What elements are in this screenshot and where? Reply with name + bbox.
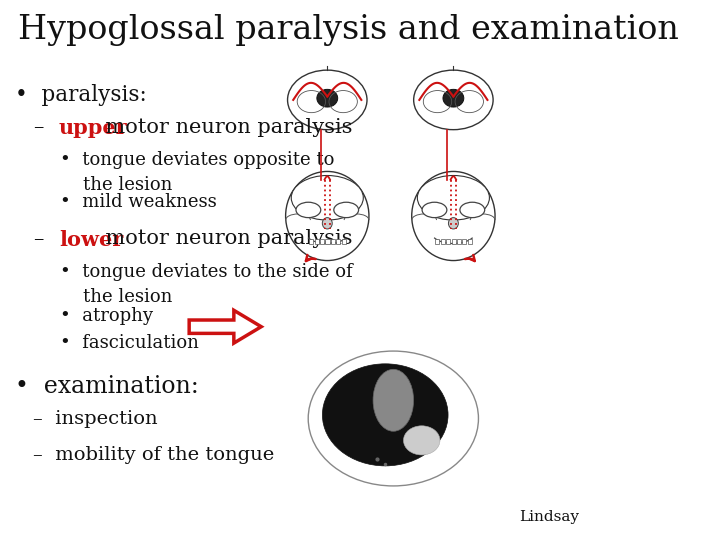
Ellipse shape: [286, 172, 369, 261]
Ellipse shape: [287, 70, 367, 130]
Bar: [325, 239, 330, 244]
Text: •  atrophy: • atrophy: [60, 307, 153, 325]
Ellipse shape: [414, 70, 493, 130]
Ellipse shape: [292, 176, 364, 220]
FancyArrow shape: [189, 310, 261, 343]
Ellipse shape: [443, 89, 464, 107]
Ellipse shape: [403, 426, 440, 455]
Ellipse shape: [317, 89, 338, 107]
Ellipse shape: [308, 351, 479, 486]
Text: motor neuron paralysis: motor neuron paralysis: [59, 118, 352, 137]
Bar: [320, 239, 324, 244]
Text: •  mild weakness: • mild weakness: [60, 193, 217, 211]
Ellipse shape: [422, 202, 447, 218]
Bar: [446, 239, 450, 244]
Text: Lindsay: Lindsay: [520, 510, 580, 524]
Ellipse shape: [323, 218, 332, 229]
Bar: [336, 239, 341, 244]
Ellipse shape: [460, 202, 485, 218]
Ellipse shape: [334, 202, 359, 218]
Text: motor neuron paralysis: motor neuron paralysis: [59, 230, 352, 248]
Bar: [342, 239, 346, 244]
Bar: [462, 239, 467, 244]
Bar: [315, 239, 319, 244]
Text: •  paralysis:: • paralysis:: [15, 84, 147, 106]
Ellipse shape: [373, 369, 413, 431]
Text: •  tongue deviates opposite to
    the lesion: • tongue deviates opposite to the lesion: [60, 151, 334, 194]
Bar: [451, 239, 456, 244]
Text: –  inspection: – inspection: [33, 410, 158, 428]
Text: Hypoglossal paralysis and examination: Hypoglossal paralysis and examination: [18, 14, 679, 45]
Ellipse shape: [412, 172, 495, 261]
Text: –: –: [33, 230, 43, 248]
Text: upper: upper: [59, 118, 127, 138]
Text: lower: lower: [59, 230, 123, 249]
Text: •  fasciculation: • fasciculation: [60, 334, 199, 352]
Bar: [331, 239, 335, 244]
Ellipse shape: [323, 364, 448, 466]
Bar: [310, 239, 313, 244]
Ellipse shape: [418, 176, 490, 220]
Text: •  examination:: • examination:: [15, 375, 199, 399]
Ellipse shape: [449, 218, 459, 229]
Bar: [441, 239, 445, 244]
Text: –  mobility of the tongue: – mobility of the tongue: [33, 446, 274, 463]
Text: –: –: [33, 118, 43, 137]
Text: •  tongue deviates to the side of
    the lesion: • tongue deviates to the side of the les…: [60, 263, 353, 306]
Bar: [436, 239, 439, 244]
Bar: [457, 239, 461, 244]
Ellipse shape: [296, 202, 320, 218]
Bar: [468, 239, 472, 244]
